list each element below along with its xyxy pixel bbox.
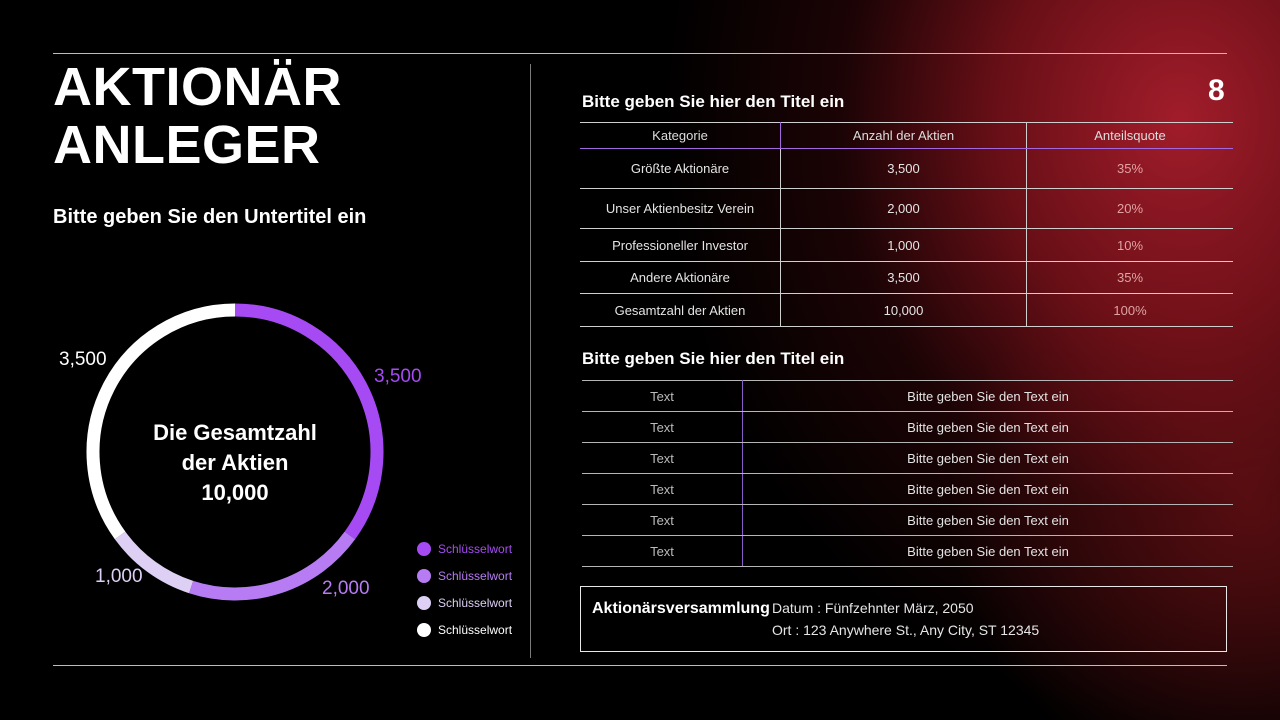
text-table: Text Bitte geben Sie den Text ein Text B… [582,380,1233,567]
legend-label: Schlüsselwort [438,541,513,556]
meeting-info: Datum : Fünfzehnter März, 2050 Ort : 123… [772,597,1039,641]
table-cell: 20% [1026,188,1233,229]
table-row: Gesamtzahl der Aktien 10,000 100% [580,293,1233,327]
donut-chart [86,303,384,601]
table-row: Text Bitte geben Sie den Text ein [582,442,1233,474]
top-divider [53,53,1227,54]
donut-center-line-1: Die Gesamtzahl [153,420,317,445]
table-row: Text Bitte geben Sie den Text ein [582,504,1233,536]
column-header: Anteilsquote [1026,122,1233,149]
table-cell: 2,000 [780,188,1027,229]
page-subtitle: Bitte geben Sie den Untertitel ein [53,206,367,228]
table-row: Unser Aktienbesitz Verein 2,000 20% [580,188,1233,229]
donut-center-line-2: der Aktien [181,450,289,475]
legend-label: Schlüsselwort [438,622,513,637]
table-cell: Text [582,411,743,443]
donut-center-total: 10,000 [201,480,269,505]
legend-item: Schlüsselwort [417,589,512,616]
donut-segment-3 [114,531,194,594]
meeting-date: Datum : Fünfzehnter März, 2050 [772,600,974,616]
vertical-divider [530,64,531,658]
donut-segment-2 [189,531,356,601]
table-cell: Bitte geben Sie den Text ein [742,535,1233,567]
table-cell: 100% [1026,293,1233,327]
legend-dot-icon [417,595,431,610]
table-cell: 1,000 [780,228,1027,262]
title-line-2: ANLEGER [53,115,321,175]
table2-title: Bitte geben Sie hier den Titel ein [582,349,845,368]
table-row: Professioneller Investor 1,000 10% [580,228,1233,262]
table-cell: Text [582,442,743,474]
donut-segment-4 [86,303,236,540]
legend-dot-icon [417,568,431,583]
table-row: Text Bitte geben Sie den Text ein [582,380,1233,412]
legend-item: Schlüsselwort [417,562,512,589]
table-row: Andere Aktionäre 3,500 35% [580,261,1233,294]
table-cell: Bitte geben Sie den Text ein [742,473,1233,505]
donut-label-segment-1: 3,500 [374,366,422,387]
legend-item: Schlüsselwort [417,535,512,562]
table-row: Text Bitte geben Sie den Text ein [582,473,1233,505]
donut-label-segment-4: 3,500 [59,349,107,370]
table-cell: Professioneller Investor [580,228,781,262]
table-cell: 35% [1026,261,1233,294]
legend: Schlüsselwort Schlüsselwort Schlüsselwor… [417,535,512,643]
legend-dot-icon [417,622,431,637]
table-cell: Andere Aktionäre [580,261,781,294]
table-cell: Bitte geben Sie den Text ein [742,411,1233,443]
table-cell: Text [582,473,743,505]
column-header: Anzahl der Aktien [780,122,1027,149]
legend-label: Schlüsselwort [438,595,513,610]
table-cell: Bitte geben Sie den Text ein [742,442,1233,474]
table-cell: 3,500 [780,261,1027,294]
table-row: Größte Aktionäre 3,500 35% [580,148,1233,189]
meeting-box: Aktionärsversammlung Datum : Fünfzehnter… [580,586,1227,652]
table-cell: Gesamtzahl der Aktien [580,293,781,327]
table-cell: 3,500 [780,148,1027,189]
donut-label-segment-2: 2,000 [322,578,370,599]
meeting-title: Aktionärsversammlung [592,600,770,617]
donut-segment-1 [234,303,384,540]
table-cell: Text [582,535,743,567]
table-cell: 10,000 [780,293,1027,327]
bottom-divider [53,665,1227,666]
table-cell: Unser Aktienbesitz Verein [580,188,781,229]
column-header: Kategorie [580,122,781,149]
table-row: Text Bitte geben Sie den Text ein [582,411,1233,443]
table-cell: Text [582,504,743,536]
table-cell: Größte Aktionäre [580,148,781,189]
table-cell: Text [582,380,743,412]
table-cell: 35% [1026,148,1233,189]
table-cell: 10% [1026,228,1233,262]
table-cell: Bitte geben Sie den Text ein [742,380,1233,412]
legend-dot-icon [417,541,431,556]
table1-title: Bitte geben Sie hier den Titel ein [582,92,845,111]
meeting-location: Ort : 123 Anywhere St., Any City, ST 123… [772,622,1040,638]
donut-center-label: Die Gesamtzahl der Aktien 10,000 [135,418,335,508]
legend-label: Schlüsselwort [438,568,513,583]
title-line-1: AKTIONÄR [53,57,342,117]
donut-label-segment-3: 1,000 [95,566,143,587]
shareholder-table: Kategorie Anzahl der Aktien Anteilsquote… [580,122,1233,327]
table-cell: Bitte geben Sie den Text ein [742,504,1233,536]
table-row: Text Bitte geben Sie den Text ein [582,535,1233,567]
table-header-row: Kategorie Anzahl der Aktien Anteilsquote [580,122,1233,149]
page-number: 8 [1208,74,1225,107]
legend-item: Schlüsselwort [417,616,512,643]
page-title: AKTIONÄR ANLEGER [53,58,342,174]
